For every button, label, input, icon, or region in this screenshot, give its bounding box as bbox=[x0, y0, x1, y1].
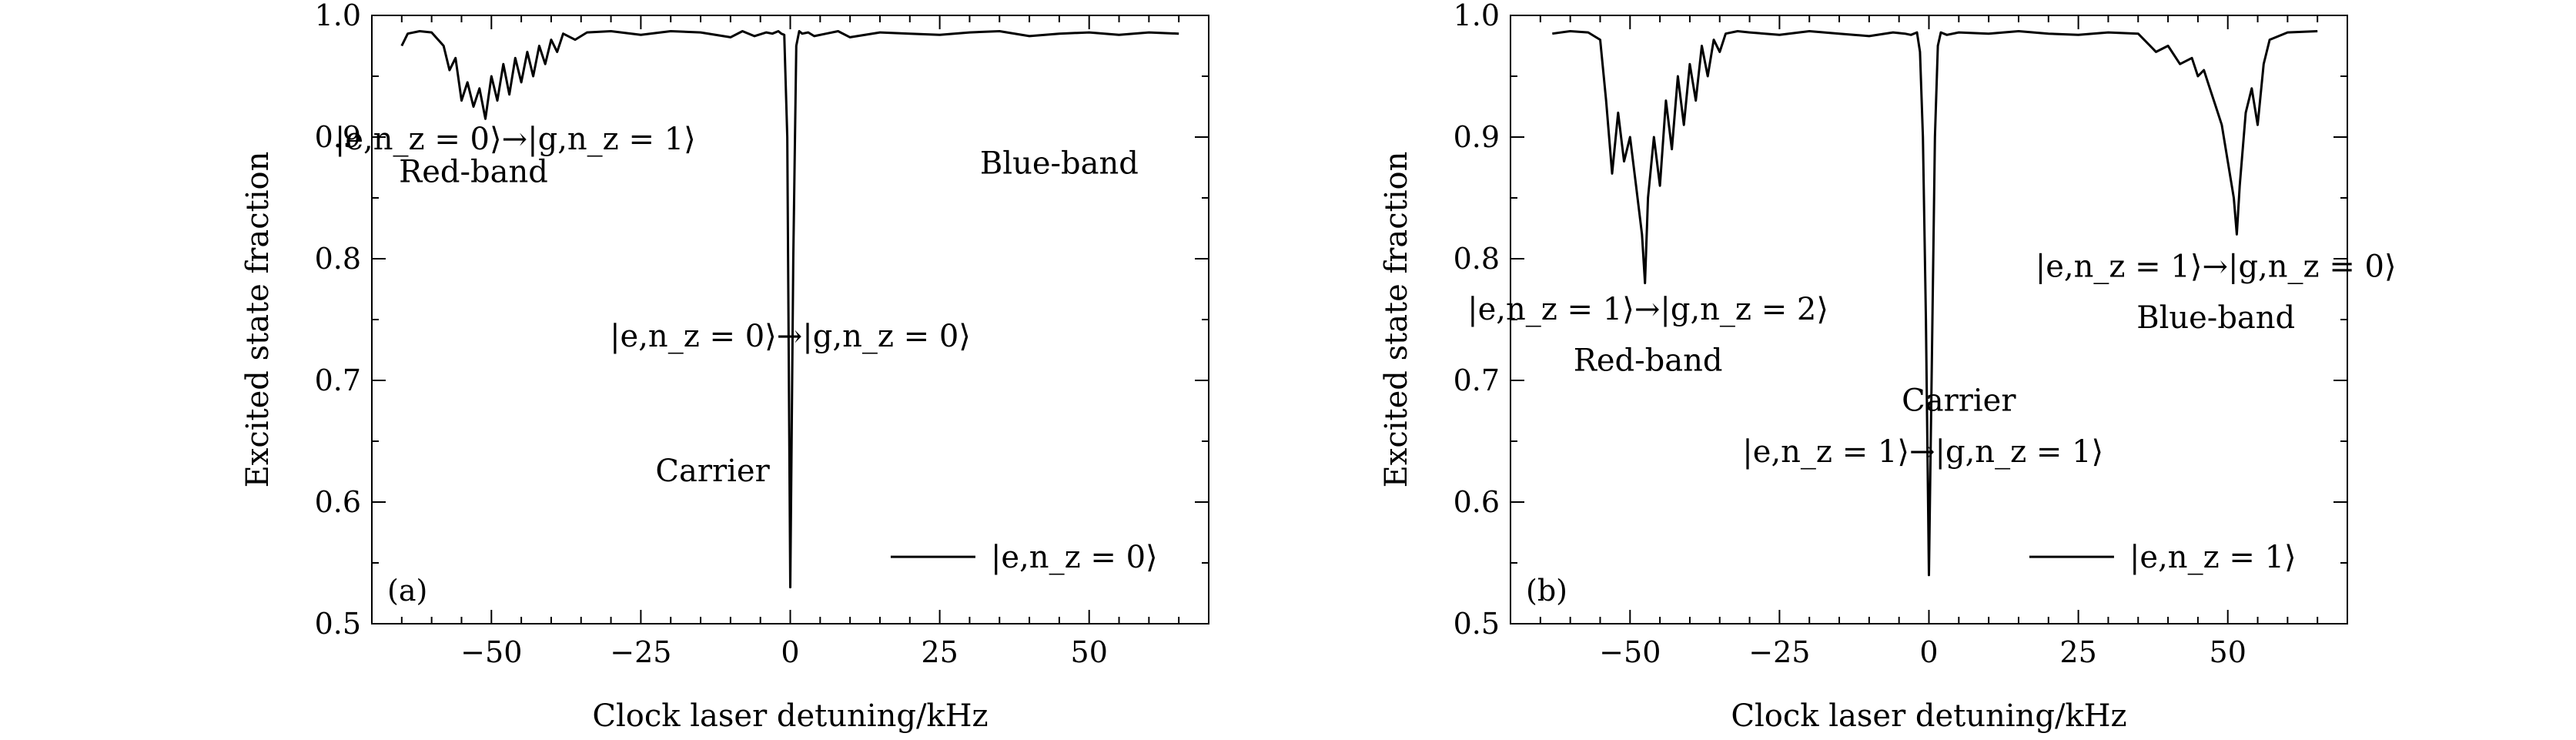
x-tick-label: 50 bbox=[2210, 635, 2246, 669]
x-tick-label: −25 bbox=[1748, 635, 1810, 669]
annotation-label: |e,n_z = 1⟩→|g,n_z = 1⟩ bbox=[1742, 434, 2103, 470]
y-tick-label: 0.5 bbox=[315, 607, 361, 641]
data-series-line bbox=[400, 30, 1179, 589]
x-axis-title: Clock laser detuning/kHz bbox=[1731, 698, 2126, 734]
annotation-label: Blue-band bbox=[2136, 300, 2295, 336]
annotation-label: |e,n_z = 0⟩→|g,n_z = 1⟩ bbox=[335, 122, 696, 157]
y-axis-title: Excited state fraction bbox=[240, 152, 276, 488]
panel-a: −50 −25 0 25 50 0.5 0.6 0.7 0.8 0.9 1.0 Clock laser… bbox=[240, 0, 1209, 734]
y-tick-label: 0.9 bbox=[315, 120, 361, 154]
data-series-line bbox=[1552, 30, 2318, 577]
annotation-label: Red-band bbox=[1574, 343, 1723, 378]
y-tick-label: 1.0 bbox=[1454, 0, 1500, 32]
y-tick-label: 0.9 bbox=[1454, 120, 1500, 154]
panel-b: −50 −25 0 25 50 0.5 0.6 0.7 0.8 0.9 1.0 Clock laser… bbox=[1379, 0, 2397, 734]
annotation-label: |e,n_z = 1⟩→|g,n_z = 0⟩ bbox=[2036, 249, 2397, 285]
panel-label: (a) bbox=[387, 574, 427, 608]
annotation-label: Blue-band bbox=[980, 146, 1139, 181]
legend-label: |e,n_z = 1⟩ bbox=[2129, 540, 2297, 575]
y-tick-label: 0.6 bbox=[1454, 485, 1500, 519]
x-axis-title: Clock laser detuning/kHz bbox=[592, 698, 988, 734]
y-tick-label: 0.5 bbox=[1454, 607, 1500, 641]
y-tick-label: 0.8 bbox=[1454, 242, 1500, 276]
y-axis-title: Excited state fraction bbox=[1379, 152, 1414, 488]
x-tick-label: 50 bbox=[1071, 635, 1108, 669]
y-tick-label: 0.7 bbox=[315, 363, 361, 397]
annotation-label: |e,n_z = 1⟩→|g,n_z = 2⟩ bbox=[1467, 292, 1828, 327]
x-tick-label: 25 bbox=[2059, 635, 2096, 669]
legend-label: |e,n_z = 0⟩ bbox=[991, 540, 1158, 575]
x-tick-label: −25 bbox=[610, 635, 671, 669]
y-tick-label: 0.6 bbox=[315, 485, 361, 519]
x-tick-label: −50 bbox=[460, 635, 522, 669]
annotation-label: Carrier bbox=[655, 454, 770, 489]
annotation-label: |e,n_z = 0⟩→|g,n_z = 0⟩ bbox=[610, 319, 971, 354]
annotation-label: Red-band bbox=[399, 154, 548, 189]
panel-label: (b) bbox=[1526, 574, 1567, 608]
y-tick-label: 1.0 bbox=[315, 0, 361, 32]
x-tick-label: 0 bbox=[1919, 635, 1938, 669]
annotation-label: Carrier bbox=[1902, 383, 2016, 419]
x-tick-label: 0 bbox=[781, 635, 799, 669]
x-tick-label: −50 bbox=[1599, 635, 1661, 669]
y-tick-label: 0.8 bbox=[315, 242, 361, 276]
x-tick-label: 25 bbox=[921, 635, 958, 669]
y-tick-label: 0.7 bbox=[1454, 363, 1500, 397]
